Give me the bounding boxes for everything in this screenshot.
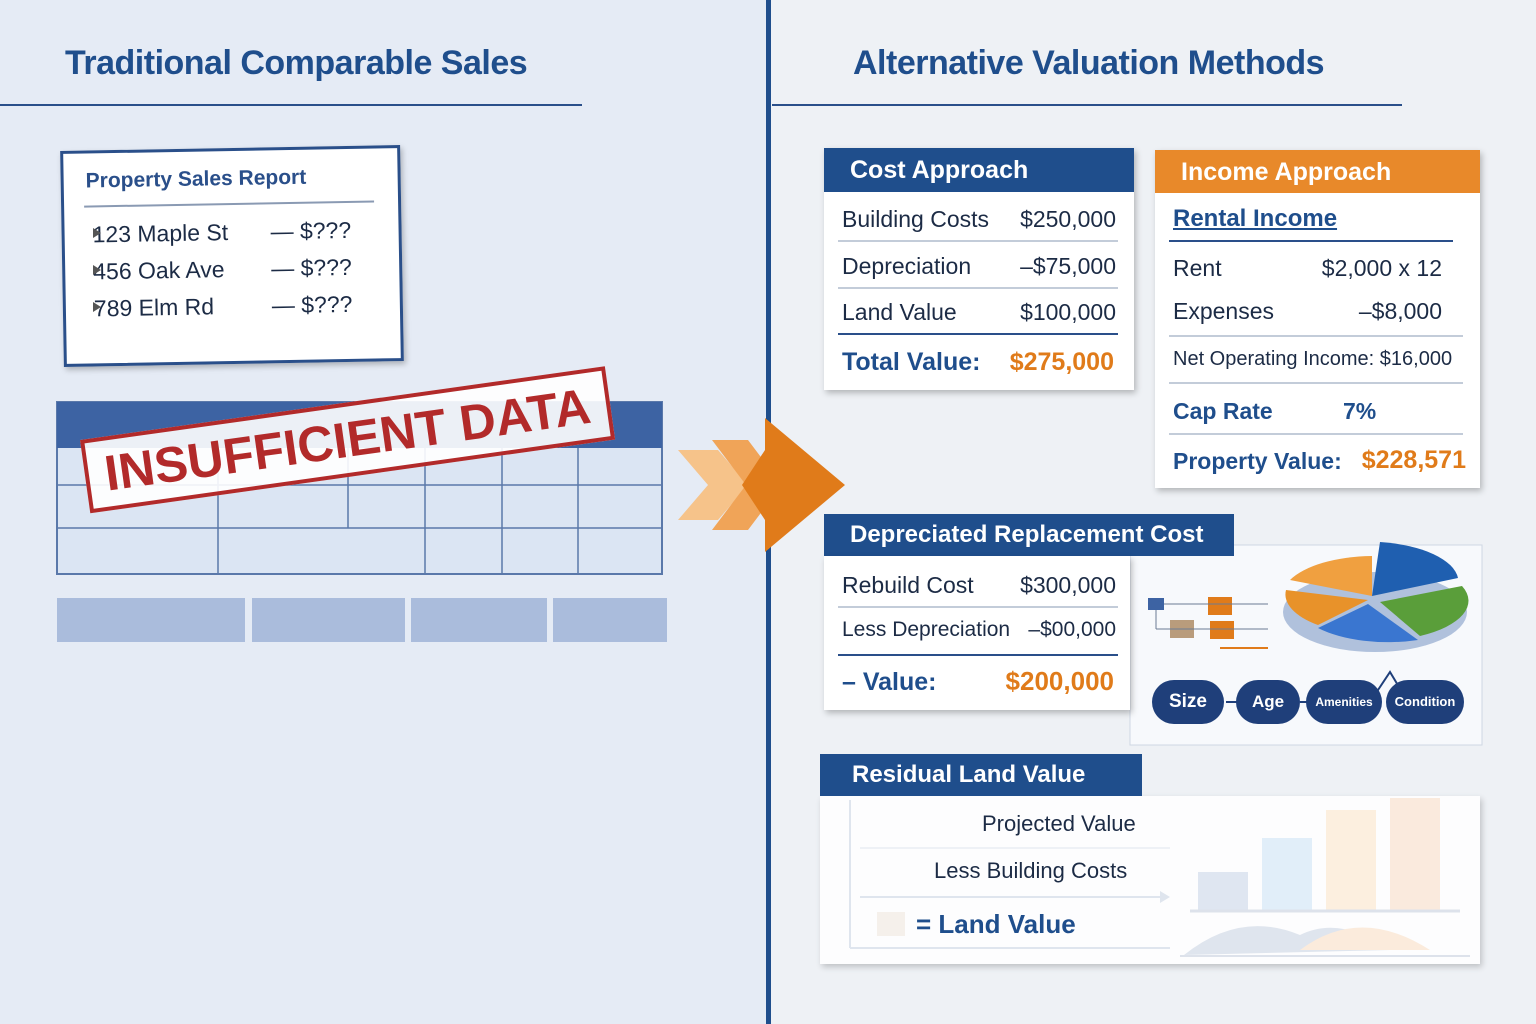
right-title: Alternative Valuation Methods xyxy=(853,44,1325,82)
residual-item: Less Building Costs xyxy=(934,858,1128,883)
report-rule xyxy=(84,200,375,208)
row-rule xyxy=(838,606,1118,608)
row-value: $250,000 xyxy=(1020,206,1116,232)
income-approach-card: Income Approach Rental Income Rent $2,00… xyxy=(1155,150,1480,488)
row-rule xyxy=(838,240,1118,242)
drc-card: Rebuild Cost $300,000 Less Depreciation … xyxy=(824,556,1130,710)
card-header: Cost Approach xyxy=(824,148,1134,192)
row-rule xyxy=(1169,382,1463,384)
total-label: Total Value: xyxy=(842,348,981,376)
row-label: Less Depreciation xyxy=(842,618,1011,641)
row-value: $300,000 xyxy=(1020,572,1116,598)
residual-item: = Land Value xyxy=(916,909,1076,939)
row-rule xyxy=(1169,433,1463,435)
row-rule xyxy=(838,654,1118,656)
table-footer-blocks xyxy=(57,598,667,642)
row-value: –$8,000 xyxy=(1358,298,1442,324)
total-value: $228,571 xyxy=(1361,446,1466,474)
noi: Net Operating Income: $16,000 xyxy=(1173,348,1453,370)
arrow xyxy=(678,418,845,552)
total-label: Property Value: xyxy=(1173,448,1342,474)
row-rule xyxy=(1169,240,1453,242)
total-value: $275,000 xyxy=(1009,348,1114,376)
pie xyxy=(1283,542,1469,652)
card-header: Residual Land Value xyxy=(820,754,1142,796)
left-underline xyxy=(0,104,582,106)
cap-rate-label: Cap Rate xyxy=(1173,398,1273,424)
drc-header-bar xyxy=(824,514,1234,556)
report-address: 123 Maple St xyxy=(92,219,229,248)
report-price: — $??? xyxy=(270,253,352,282)
card-header: Income Approach xyxy=(1155,150,1480,193)
row-label: Depreciation xyxy=(842,253,972,279)
report-price: — $??? xyxy=(270,216,352,245)
factor-oval: Age xyxy=(1236,680,1300,724)
row-label: Expenses xyxy=(1173,298,1275,324)
row-value: $2,000 x 12 xyxy=(1321,255,1442,281)
sales-report-card: Property Sales Report 123 Maple St — $??… xyxy=(60,145,404,367)
row-label: Land Value xyxy=(842,299,957,325)
factor-oval: Amenities xyxy=(1306,680,1382,724)
row-value: $100,000 xyxy=(1020,299,1116,325)
report-address: 456 Oak Ave xyxy=(93,256,225,285)
report-price: — $??? xyxy=(271,290,353,319)
row-value: –$00,000 xyxy=(1028,618,1116,641)
total-label: – Value: xyxy=(842,668,937,696)
row-label: Building Costs xyxy=(842,206,990,232)
row-label: Rebuild Cost xyxy=(842,572,974,598)
right-underline xyxy=(772,104,1402,106)
total-value: $200,000 xyxy=(1005,666,1114,696)
residual-card xyxy=(820,796,1480,964)
cap-rate-value: 7% xyxy=(1343,398,1377,424)
row-label: Rent xyxy=(1173,255,1222,281)
cost-approach-card: Cost Approach Building Costs $250,000 De… xyxy=(824,148,1134,390)
residual-item: Projected Value xyxy=(982,811,1136,836)
left-title: Traditional Comparable Sales xyxy=(65,44,528,82)
row-rule xyxy=(1169,335,1463,337)
report-address: 789 Elm Rd xyxy=(93,293,215,322)
row-value: –$75,000 xyxy=(1020,253,1116,279)
row-rule xyxy=(838,333,1118,335)
row-rule xyxy=(838,287,1118,289)
factor-oval: Condition xyxy=(1386,680,1464,724)
flow-diagram xyxy=(1148,597,1268,649)
card-header: Depreciated Replacement Cost xyxy=(850,521,1204,548)
subtitle: Rental Income xyxy=(1173,205,1338,232)
report-title: Property Sales Report xyxy=(85,165,307,193)
factor-oval: Size xyxy=(1152,680,1224,724)
